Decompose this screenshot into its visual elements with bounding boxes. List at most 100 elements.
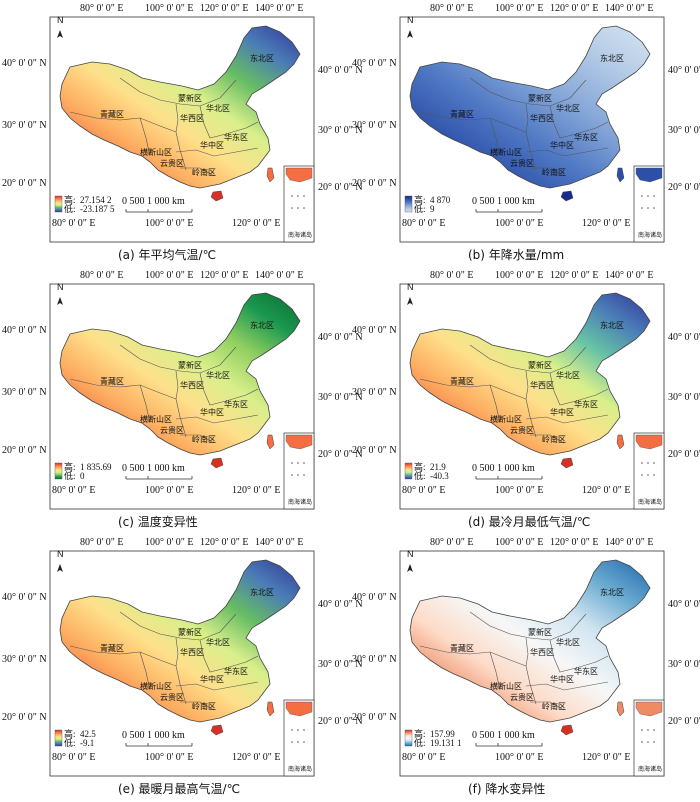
china-map-shape — [59, 25, 301, 189]
region-boundary — [139, 384, 151, 424]
map-frame — [49, 283, 315, 510]
region-label-qingzang: 青藏区 — [100, 377, 124, 386]
latitude-label-right: 20° 0' 0" N — [318, 716, 363, 727]
north-label: N — [407, 282, 414, 292]
inset-coast — [635, 701, 663, 717]
region-label-lingnan: 岭南区 — [192, 435, 216, 444]
scale-label: 0 500 1 000 km — [122, 463, 185, 474]
latitude-label-right: 30° 0' 0" N — [318, 125, 363, 136]
longitude-label-top: 100° 0' 0" E — [145, 537, 194, 548]
longitude-label-top: 140° 0' 0" E — [255, 537, 304, 548]
region-label-huabei: 华北区 — [206, 371, 230, 380]
inset-island-dot — [653, 462, 655, 464]
taiwan-island — [266, 167, 275, 183]
panel-caption: (f) 降水变异性 — [468, 782, 546, 796]
legend-high-value: 21.9 — [430, 462, 446, 472]
region-label-qingzang: 青藏区 — [100, 110, 124, 119]
region-boundary — [419, 111, 527, 133]
latitude-label-right: 20° 0' 0" N — [318, 449, 363, 460]
region-label-mengxin: 蒙新区 — [178, 361, 202, 370]
inset-label: 南海诸岛 — [288, 232, 313, 239]
hainan-island — [210, 190, 224, 202]
longitude-label-top: 100° 0' 0" E — [495, 3, 544, 14]
inset-coast — [285, 434, 313, 450]
region-boundary — [419, 378, 527, 400]
region-label-lingnan: 岭南区 — [542, 168, 566, 177]
inset-island-dot — [297, 462, 299, 464]
inset-island-dot — [303, 207, 305, 209]
longitude-label-top: 80° 0' 0" E — [430, 270, 474, 281]
map-panel-a: N 80° 0' 0" E 100° 0' 0" E 120° 0' 0" E 140°… — [0, 0, 363, 267]
latitude-label-left: 30° 0' 0" N — [2, 654, 47, 665]
scale-label: 0 500 1 000 km — [472, 196, 535, 207]
region-label-huaxi: 华西区 — [180, 114, 204, 123]
longitude-label-bottom: 100° 0' 0" E — [145, 752, 194, 763]
latitude-label-left: 30° 0' 0" N — [352, 387, 397, 398]
map-canvas — [49, 550, 315, 777]
longitude-label-bottom: 100° 0' 0" E — [495, 218, 544, 229]
panel-caption: (a) 年平均气温/℃ — [118, 248, 217, 262]
latitude-label-right: 40° 0' 0" N — [668, 65, 700, 76]
inset-island-dot — [297, 729, 299, 731]
region-label-qingzang: 青藏区 — [450, 110, 474, 119]
region-boundary — [175, 637, 187, 705]
region-label-lingnan: 岭南区 — [192, 702, 216, 711]
legend-low-label: 低: — [414, 471, 426, 481]
scale-label: 0 500 1 000 km — [122, 196, 185, 207]
inset-island-dot — [303, 741, 305, 743]
panel-caption: (c) 温度变异性 — [118, 515, 198, 529]
map-canvas — [49, 283, 315, 510]
inset-label: 南海诸岛 — [638, 232, 663, 239]
map-frame — [49, 550, 315, 777]
inset-island-dot — [291, 729, 293, 731]
taiwan-island — [616, 167, 625, 183]
region-boundary — [119, 611, 237, 641]
inset-island-dot — [297, 195, 299, 197]
longitude-label-bottom: 100° 0' 0" E — [495, 752, 544, 763]
region-label-huazhong: 华中区 — [550, 675, 574, 684]
region-label-qingzang: 青藏区 — [100, 644, 124, 653]
longitude-label-top: 100° 0' 0" E — [145, 3, 194, 14]
china-map-shape — [59, 559, 301, 723]
panel-caption: (d) 最冷月最低气温/℃ — [468, 515, 591, 529]
region-label-huaxi: 华西区 — [530, 648, 554, 657]
longitude-label-top: 120° 0' 0" E — [200, 3, 249, 14]
latitude-label-left: 40° 0' 0" N — [352, 58, 397, 69]
region-boundary — [175, 103, 187, 171]
legend-low-value: 0 — [80, 471, 85, 481]
inset-island-dot — [647, 207, 649, 209]
inset-coast — [285, 701, 313, 717]
inset-island-dot — [303, 474, 305, 476]
region-label-hengduan: 横断山区 — [490, 415, 522, 424]
region-boundary — [69, 378, 177, 400]
legend-low-value: -9.1 — [80, 738, 95, 748]
legend-high-label: 高: — [64, 462, 76, 472]
latitude-label-right: 30° 0' 0" N — [318, 392, 363, 403]
longitude-label-top: 80° 0' 0" E — [430, 3, 474, 14]
map-panel-d: N 80° 0' 0" E 100° 0' 0" E 120° 0' 0" E 140°… — [350, 267, 700, 534]
legend-color-bar — [404, 195, 413, 213]
longitude-label-bottom: 80° 0' 0" E — [402, 218, 446, 229]
map-canvas — [399, 16, 665, 243]
legend-high-label: 高: — [414, 729, 426, 739]
region-label-huadong: 华东区 — [224, 667, 248, 676]
map-canvas — [49, 16, 315, 243]
region-boundary — [175, 681, 259, 691]
inset-island-dot — [303, 195, 305, 197]
latitude-label-right: 20° 0' 0" N — [668, 182, 700, 193]
latitude-label-left: 30° 0' 0" N — [2, 120, 47, 131]
taiwan-island — [616, 701, 625, 717]
inset-island-dot — [641, 462, 643, 464]
region-label-northeast: 东北区 — [250, 321, 274, 330]
hainan-island — [560, 457, 574, 469]
legend-low-value: -40.3 — [430, 471, 449, 481]
longitude-label-top: 100° 0' 0" E — [495, 537, 544, 548]
longitude-label-top: 100° 0' 0" E — [145, 270, 194, 281]
region-label-qingzang: 青藏区 — [450, 377, 474, 386]
panel-caption: (e) 最暖月最高气温/℃ — [118, 782, 241, 796]
legend-high-label: 高: — [64, 729, 76, 739]
region-label-lingnan: 岭南区 — [542, 702, 566, 711]
scale-bar — [475, 209, 543, 213]
taiwan-island — [266, 701, 275, 717]
china-map-shape — [409, 292, 651, 456]
